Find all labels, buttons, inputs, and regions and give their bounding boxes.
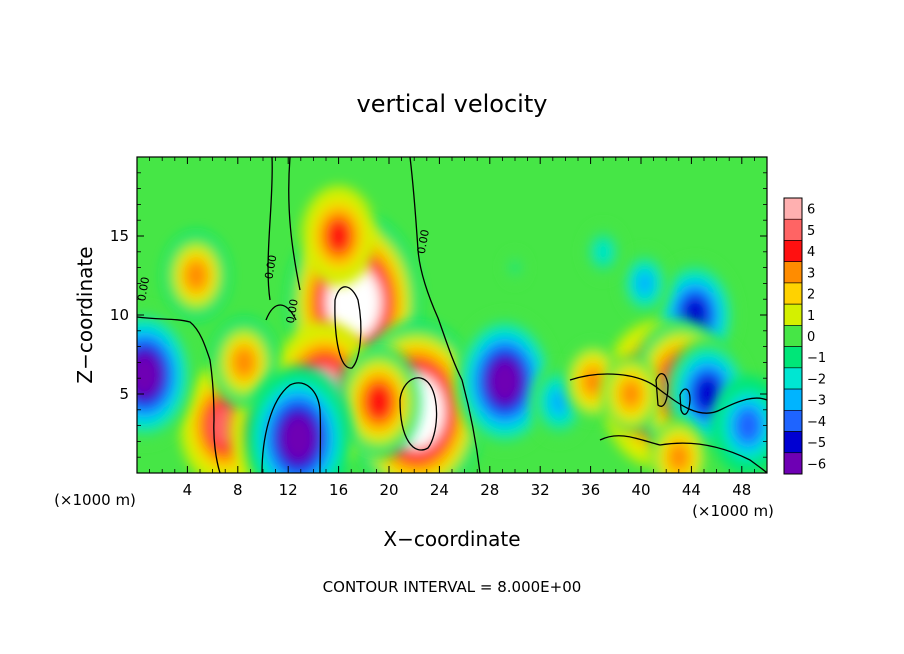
field-feature-22 [650, 418, 708, 473]
colorbar-swatch [783, 303, 803, 326]
field-feature-11 [244, 365, 353, 473]
x-tick-label: 48 [732, 481, 751, 499]
colorbar-swatch [783, 240, 803, 262]
contour-label: 0.00 [415, 229, 432, 255]
contour-label: 0.00 [262, 254, 279, 280]
field-feature-20 [564, 342, 622, 421]
colorbar-swatch [783, 261, 803, 284]
x-tick-label: 44 [682, 481, 701, 499]
contour-lines [137, 157, 767, 473]
colorbar-label: 5 [807, 224, 815, 239]
contour-interval-note: CONTOUR INTERVAL = 8.000E+00 [323, 578, 582, 596]
colorbar-swatch [783, 346, 803, 369]
colorbar-swatch [783, 452, 803, 475]
y-tick-label: 15 [110, 227, 129, 245]
colorbar-swatch [783, 325, 803, 347]
contour-right-cells [655, 373, 691, 415]
contour-zero-right [569, 373, 767, 414]
y-axis-label: Z−coordinate [73, 246, 97, 383]
field-feature-16 [583, 224, 624, 279]
colorbar-label: −6 [807, 457, 826, 472]
x-tick-label: 12 [279, 481, 298, 499]
contour-label: 0.00 [135, 276, 152, 302]
y-tick-label: 5 [119, 385, 129, 403]
field-feature-9 [301, 185, 376, 287]
x-tick-label: 40 [631, 481, 650, 499]
contour-zero-fingers [265, 157, 301, 321]
x-tick-label: 32 [531, 481, 550, 499]
field-feature-7 [162, 230, 230, 321]
x-axis-label: X−coordinate [383, 527, 520, 551]
colorbar-label: 1 [807, 309, 815, 324]
chart-title: vertical velocity [357, 90, 548, 118]
colorbar: 6 5 4 3 2 1 0 −1 −2 −3 −4 −5 −6 [783, 197, 826, 475]
field-feature-10 [137, 307, 195, 443]
contour-zero-hump [261, 382, 322, 473]
x-axis-unit-left: (×1000 m) [54, 491, 136, 509]
colorbar-swatch [783, 410, 803, 432]
contour-positive-inner-1 [334, 286, 362, 369]
contour-zero-right-base [599, 435, 767, 473]
field-feature-21 [602, 355, 660, 433]
colorbar-swatch [783, 367, 803, 390]
x-axis-unit-right: (×1000 m) [692, 502, 774, 520]
field-feature-24 [711, 375, 767, 473]
field-feature-23 [503, 251, 527, 284]
colorbar-label: 0 [807, 330, 815, 345]
x-tick-label: 28 [480, 481, 499, 499]
colorbar-label: −3 [807, 394, 826, 409]
x-tick-label: 20 [379, 481, 398, 499]
colorbar-label: −4 [807, 415, 826, 430]
colorbar-label: −5 [807, 436, 826, 451]
y-tick-label: 10 [110, 306, 129, 324]
x-tick-label: 36 [581, 481, 600, 499]
field-feature-4 [337, 345, 421, 459]
x-tick-label: 8 [233, 481, 243, 499]
colorbar-label: −1 [807, 351, 826, 366]
contour-label: 0.00 [284, 298, 301, 324]
colorbar-swatch [783, 388, 803, 411]
x-tick-label: 24 [430, 481, 449, 499]
contour-zero-left [137, 316, 221, 473]
colorbar-label: 4 [807, 245, 815, 260]
colorbar-label: 2 [807, 288, 815, 303]
field-feature-15 [619, 249, 670, 318]
colorbar-swatch [783, 431, 803, 454]
x-axis-ticks: 4 8 12 16 20 24 28 32 36 40 44 48 [149, 157, 755, 499]
colorbar-frame [783, 197, 803, 475]
colorbar-label: 6 [807, 203, 815, 218]
y-axis-ticks: 5 10 15 [110, 172, 767, 458]
field-feature-8 [210, 317, 278, 408]
heatmap-field [137, 157, 767, 473]
colorbar-label: 3 [807, 266, 815, 281]
colorbar-label: −2 [807, 372, 826, 387]
x-tick-label: 4 [183, 481, 193, 499]
colorbar-swatch [783, 218, 803, 241]
contour-zero-central [409, 157, 481, 473]
colorbar-swatch [783, 197, 803, 220]
x-tick-label: 16 [329, 481, 348, 499]
colorbar-swatch [783, 282, 803, 305]
field-feature-12 [454, 313, 556, 450]
contour-labels: 0.00 0.00 0.00 0.00 [135, 229, 432, 325]
contour-positive-inner-2 [399, 377, 438, 451]
